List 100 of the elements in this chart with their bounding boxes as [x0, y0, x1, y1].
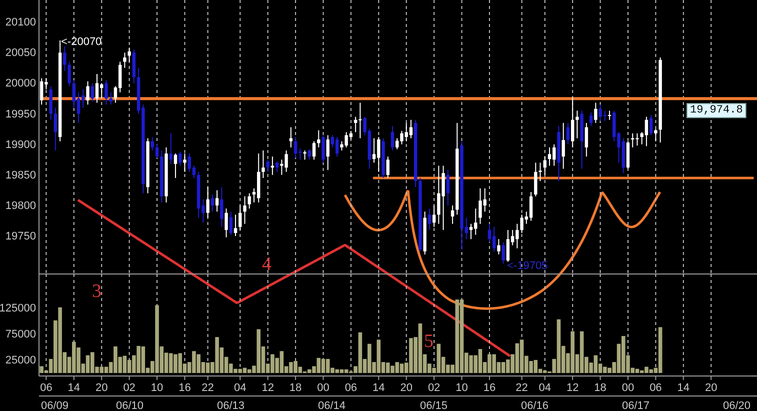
x-tick-label: 02	[428, 382, 440, 394]
candlestick	[270, 156, 274, 176]
annotation: <-19705	[507, 260, 548, 272]
x-tick-label: 06	[344, 382, 358, 394]
candlestick	[584, 122, 588, 158]
candlestick	[220, 186, 224, 228]
candlestick	[594, 102, 598, 124]
candlestick	[128, 47, 131, 62]
candlestick	[502, 242, 505, 264]
candlestick	[566, 122, 570, 145]
candlestick	[649, 114, 653, 136]
text: 06/14	[318, 400, 346, 411]
x-tick-label: 00	[622, 382, 634, 394]
candlestick	[326, 134, 330, 171]
x-tick-label: 20	[704, 382, 718, 394]
y-tick-label: 125000	[0, 302, 36, 314]
candlestick	[68, 61, 71, 87]
x-tick-label: 16	[178, 382, 191, 394]
candlestick	[275, 160, 279, 172]
candlestick	[86, 80, 90, 106]
candlestick	[289, 126, 293, 148]
candlestick	[543, 156, 546, 176]
candlestick	[576, 110, 579, 139]
text: 06/20	[723, 400, 751, 411]
annotation: 4	[262, 254, 272, 275]
candlestick	[104, 80, 108, 106]
candlestick	[262, 150, 265, 178]
y-tick-label: 20050	[5, 47, 36, 60]
candlestick	[308, 148, 311, 160]
candlestick	[409, 119, 413, 139]
candlestick	[266, 159, 270, 172]
x-tick-label: 22	[516, 382, 528, 394]
text: 06/16	[521, 400, 549, 411]
candlestick	[469, 223, 473, 240]
text: 06/17	[622, 400, 650, 411]
candlestick	[63, 46, 66, 72]
x-tick-label: 10	[456, 382, 468, 394]
candlestick	[243, 196, 246, 224]
candlestick	[428, 208, 432, 230]
x-tick-label: 18	[594, 382, 606, 394]
annotation: 3	[92, 281, 102, 302]
x-tick-label: 18	[289, 382, 302, 394]
x-tick-label: 16	[483, 382, 496, 394]
ref-line-label: 19,974.8	[690, 104, 743, 117]
candlestick	[183, 153, 186, 172]
x-tick-label: 22	[202, 382, 214, 394]
x-tick-label: 02	[123, 382, 136, 394]
y-tick-label: 19800	[5, 200, 36, 212]
candlestick	[506, 229, 510, 262]
x-tick-label: 00	[317, 382, 330, 394]
x-tick-label: 12	[262, 382, 274, 394]
x-tick-label: 04	[538, 382, 552, 394]
candlestick	[570, 96, 574, 148]
candlestick	[390, 125, 394, 151]
candlestick	[54, 107, 58, 151]
candlestick	[534, 162, 538, 197]
y-tick-label: 20100	[5, 16, 36, 29]
x-tick-label: 20	[400, 382, 412, 394]
bar	[658, 327, 662, 373]
candlestick	[432, 205, 436, 228]
x-tick-label: 14	[372, 382, 385, 394]
candlestick	[562, 122, 565, 170]
y-tick-label: 19850	[5, 169, 36, 182]
candlestick	[174, 153, 178, 178]
x-tick-label: 20	[95, 382, 108, 394]
annotation: 5	[424, 331, 434, 352]
candlestick	[123, 52, 126, 68]
candlestick	[654, 128, 658, 142]
candlestick	[446, 170, 450, 206]
candlestick	[538, 162, 542, 182]
candlestick	[178, 151, 182, 166]
x-tick-label: 04	[234, 382, 246, 394]
x-tick-label: 14	[677, 382, 690, 394]
y-tick-label: 75000	[5, 328, 36, 340]
x-tick-label: 12	[566, 382, 579, 394]
x-tick-label: 06	[650, 382, 662, 394]
candlestick	[548, 146, 552, 166]
text: 06/10	[116, 400, 144, 411]
candlestick	[169, 132, 172, 164]
text: 06/09	[41, 400, 69, 411]
candlestick	[155, 144, 159, 158]
candlestick	[386, 156, 390, 178]
y-tick-label: 19950	[5, 108, 36, 120]
x-tick-label: 06	[40, 382, 52, 394]
annotation: <-20070	[61, 36, 102, 48]
candlestick	[95, 74, 99, 104]
candlestick	[210, 194, 214, 212]
candlestick	[492, 226, 496, 252]
candlestick	[529, 192, 533, 222]
candlestick	[215, 190, 219, 212]
candlestick	[150, 136, 154, 151]
candlestick	[224, 208, 228, 238]
candlestick	[589, 112, 593, 126]
y-tick-label: 19900	[5, 138, 36, 151]
candlestick	[608, 110, 612, 120]
y-tick-label: 20000	[5, 78, 36, 90]
x-tick-label: 10	[150, 382, 164, 394]
candlestick	[234, 214, 238, 237]
candlestick	[497, 238, 500, 255]
candlestick	[248, 192, 251, 210]
